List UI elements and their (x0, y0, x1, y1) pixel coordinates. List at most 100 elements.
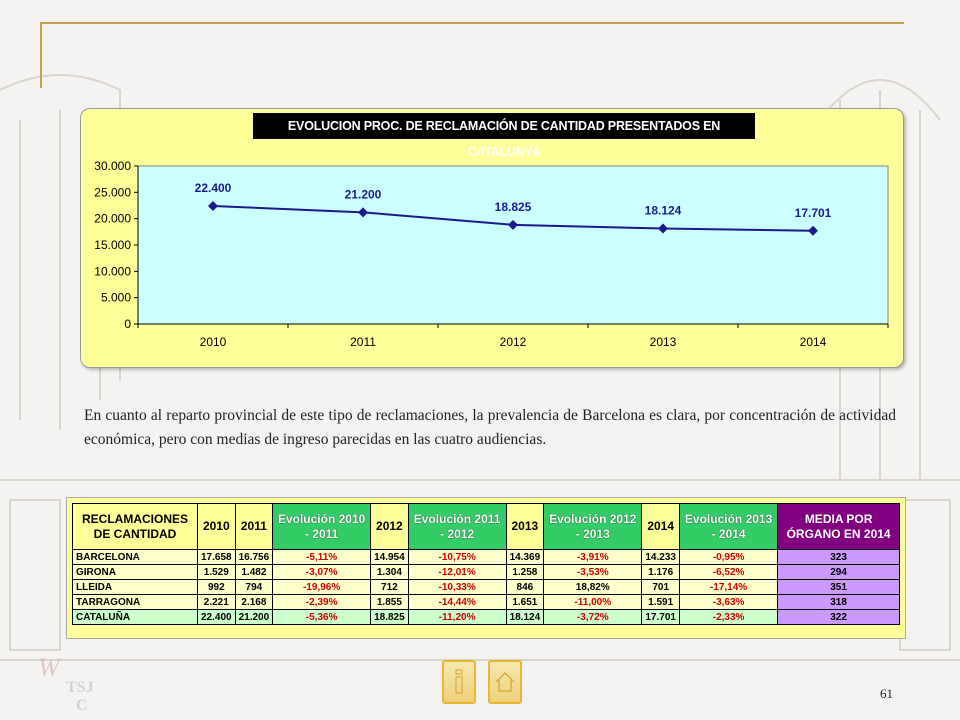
cell-percent: -19,96% (272, 579, 372, 595)
cell-value: 1.176 (641, 564, 680, 580)
cell-value: 712 (370, 579, 409, 595)
x-tick-label: 2012 (500, 335, 527, 349)
data-label: 18.124 (645, 204, 682, 218)
cell-value: 22.400 (197, 609, 236, 625)
y-tick-label: 30.000 (94, 159, 131, 173)
cell-value: 17.658 (197, 549, 236, 565)
home-button[interactable] (488, 660, 522, 704)
cell-value: 18.825 (370, 609, 409, 625)
row-name: LLEIDA (72, 579, 198, 595)
cell-value: 846 (505, 579, 545, 595)
cell-value: 16.756 (234, 549, 274, 565)
cell-percent: -5,36% (272, 609, 372, 625)
data-point (658, 223, 668, 234)
data-label: 17.701 (795, 206, 832, 220)
cell-media: 322 (777, 609, 900, 625)
cell-percent: -2,33% (678, 609, 779, 625)
svg-text:C: C (76, 697, 88, 714)
row-name: CATALUÑA (72, 609, 198, 625)
cell-value: 1.258 (505, 564, 545, 580)
y-tick-label: 20.000 (94, 212, 131, 226)
table-row: BARCELONA 17.658 16.756 -5,11% 14.954 -1… (72, 549, 900, 565)
cell-media: 351 (777, 579, 900, 595)
cell-percent: -0,95% (678, 549, 779, 565)
y-tick-label: 15.000 (94, 238, 131, 252)
top-rule (40, 22, 904, 24)
header-evolucion-2013-2014: Evolución 2013 - 2014 (678, 503, 779, 550)
header-2012: 2012 (370, 503, 409, 550)
body-paragraph: En cuanto al reparto provincial de este … (84, 407, 896, 448)
cell-value: 14.369 (505, 549, 545, 565)
cell-percent: -3,63% (678, 594, 779, 610)
chart-title: EVOLUCION PROC. DE RECLAMACIÓN DE CANTID… (253, 113, 755, 159)
cell-media: 323 (777, 549, 900, 565)
cell-percent: -6,52% (678, 564, 779, 580)
table-header-row: RECLAMACIONES DE CANTIDAD 2010 2011 Evol… (72, 503, 900, 550)
x-tick-label: 2011 (350, 335, 376, 349)
row-name: BARCELONA (72, 549, 198, 565)
data-point (358, 207, 368, 218)
left-rule (40, 22, 42, 88)
cell-percent: -3,72% (543, 609, 643, 625)
cell-value: 992 (197, 579, 236, 595)
cell-percent: -3,07% (272, 564, 372, 580)
y-tick-label: 25.000 (94, 185, 131, 199)
data-point (508, 219, 518, 230)
cell-value: 14.954 (370, 549, 409, 565)
table-row: GIRONA 1.529 1.482 -3,07% 1.304 -12,01% … (72, 564, 900, 580)
cell-percent: -11,20% (407, 609, 507, 625)
cell-percent: -17,14% (678, 579, 779, 595)
x-tick-label: 2014 (800, 335, 827, 349)
data-label: 22.400 (195, 181, 232, 195)
cell-value: 21.200 (234, 609, 274, 625)
cell-value: 1.591 (641, 594, 680, 610)
cell-value: 17.701 (641, 609, 680, 625)
y-tick-label: 0 (124, 317, 131, 331)
table-row: LLEIDA 992 794 -19,96% 712 -10,33% 846 1… (72, 579, 900, 595)
row-name: GIRONA (72, 564, 198, 580)
header-2014: 2014 (641, 503, 680, 550)
header-2010: 2010 (197, 503, 236, 550)
cell-value: 1.304 (370, 564, 409, 580)
cell-percent: -5,11% (272, 549, 372, 565)
cell-percent: -3,91% (543, 549, 643, 565)
plot-area (137, 165, 889, 325)
cell-percent: -12,01% (407, 564, 507, 580)
table-row: TARRAGONA 2.221 2.168 -2,39% 1.855 -14,4… (72, 594, 900, 610)
header-2011: 2011 (234, 503, 274, 550)
header-evolucion-2012-2013: Evolución 2012 - 2013 (543, 503, 643, 550)
cell-value: 1.651 (505, 594, 545, 610)
line-chart: 0 5.000 10.000 15.000 20.000 25.000 30.000 2010… (94, 159, 889, 349)
y-tick-label: 5.000 (101, 291, 131, 305)
data-label: 21.200 (345, 187, 382, 201)
header-2013: 2013 (505, 503, 545, 550)
cell-value: 1.855 (370, 594, 409, 610)
info-icon (455, 669, 463, 694)
cell-value: 2.168 (234, 594, 274, 610)
cell-media: 294 (777, 564, 900, 580)
info-button[interactable] (442, 660, 476, 704)
cell-percent: -10,75% (407, 549, 507, 565)
home-icon (495, 672, 515, 692)
cell-value: 1.482 (234, 564, 274, 580)
cell-percent: 18,82% (543, 579, 643, 595)
x-tick-label: 2010 (200, 335, 227, 349)
claims-table: RECLAMACIONES DE CANTIDAD 2010 2011 Evol… (72, 503, 900, 625)
svg-text:TSJ: TSJ (66, 679, 94, 696)
cell-value: 14.233 (641, 549, 680, 565)
cell-percent: -10,33% (407, 579, 507, 595)
header-evolucion-2010-2011: Evolución 2010 - 2011 (272, 503, 372, 550)
cell-value: 18.124 (505, 609, 545, 625)
table-row-total: CATALUÑA 22.400 21.200 -5,36% 18.825 -11… (72, 609, 900, 625)
page-number: 61 (880, 686, 893, 701)
data-point (208, 201, 218, 212)
header-reclamaciones: RECLAMACIONES DE CANTIDAD (72, 503, 198, 550)
cell-percent: -11,00% (543, 594, 643, 610)
header-media: MEDIA POR ÓRGANO EN 2014 (777, 503, 900, 550)
y-tick-label: 10.000 (94, 264, 131, 278)
data-point (808, 225, 818, 236)
cell-media: 318 (777, 594, 900, 610)
cell-percent: -2,39% (272, 594, 372, 610)
cell-percent: -14,44% (407, 594, 507, 610)
svg-text:W: W (38, 653, 62, 682)
